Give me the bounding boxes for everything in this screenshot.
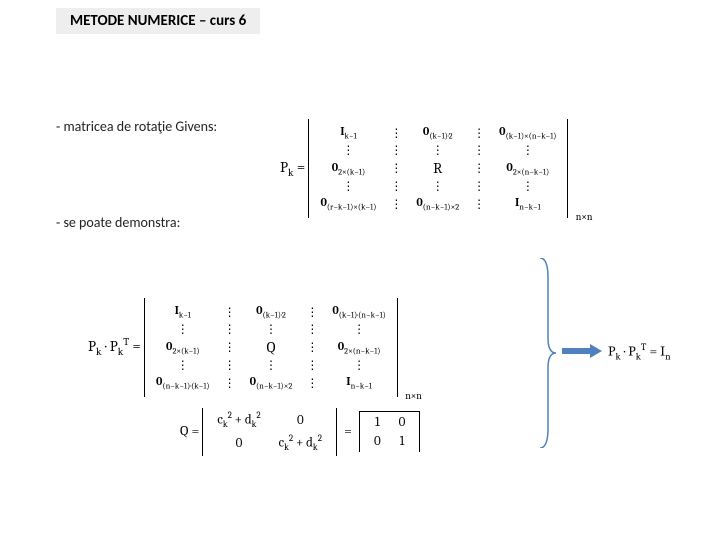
lhs-pkpkt: Pk · PkT = bbox=[88, 337, 141, 355]
eq-pk-definition: Pk = Ik−1⋮0(k−1)·2⋮0(k−1)×(n−k−1) ⋮⋮⋮⋮⋮ … bbox=[280, 119, 568, 218]
matrix-pk: Ik−1⋮0(k−1)·2⋮0(k−1)×(n−k−1) ⋮⋮⋮⋮⋮ 02×(k… bbox=[308, 119, 568, 218]
curly-brace-icon bbox=[538, 258, 556, 448]
eq-q-definition: Q = ck2 + dk20 0ck2 + dk2 = 10 01 bbox=[180, 408, 420, 456]
matrix-identity-2: 10 01 bbox=[359, 411, 420, 452]
arrow-icon bbox=[562, 344, 602, 358]
lhs-pk: Pk = bbox=[280, 158, 305, 176]
eq-orthogonal-result: Pk · PkT = In bbox=[608, 342, 671, 362]
page-title: METODE NUMERICE – curs 6 bbox=[56, 8, 260, 34]
label-givens: - matricea de rotaţie Givens: bbox=[56, 118, 217, 135]
matrix-q-cd: ck2 + dk20 0ck2 + dk2 bbox=[202, 408, 337, 456]
label-demonstrate: - se poate demonstra: bbox=[56, 214, 180, 231]
eq-pk-pkt: Pk · PkT = Ik−1⋮0(k−1)·2⋮0(k−1)·(n−k−1) … bbox=[88, 298, 398, 397]
matrix-pkpkt: Ik−1⋮0(k−1)·2⋮0(k−1)·(n−k−1) ⋮⋮⋮⋮⋮ 02×(k… bbox=[144, 298, 398, 397]
